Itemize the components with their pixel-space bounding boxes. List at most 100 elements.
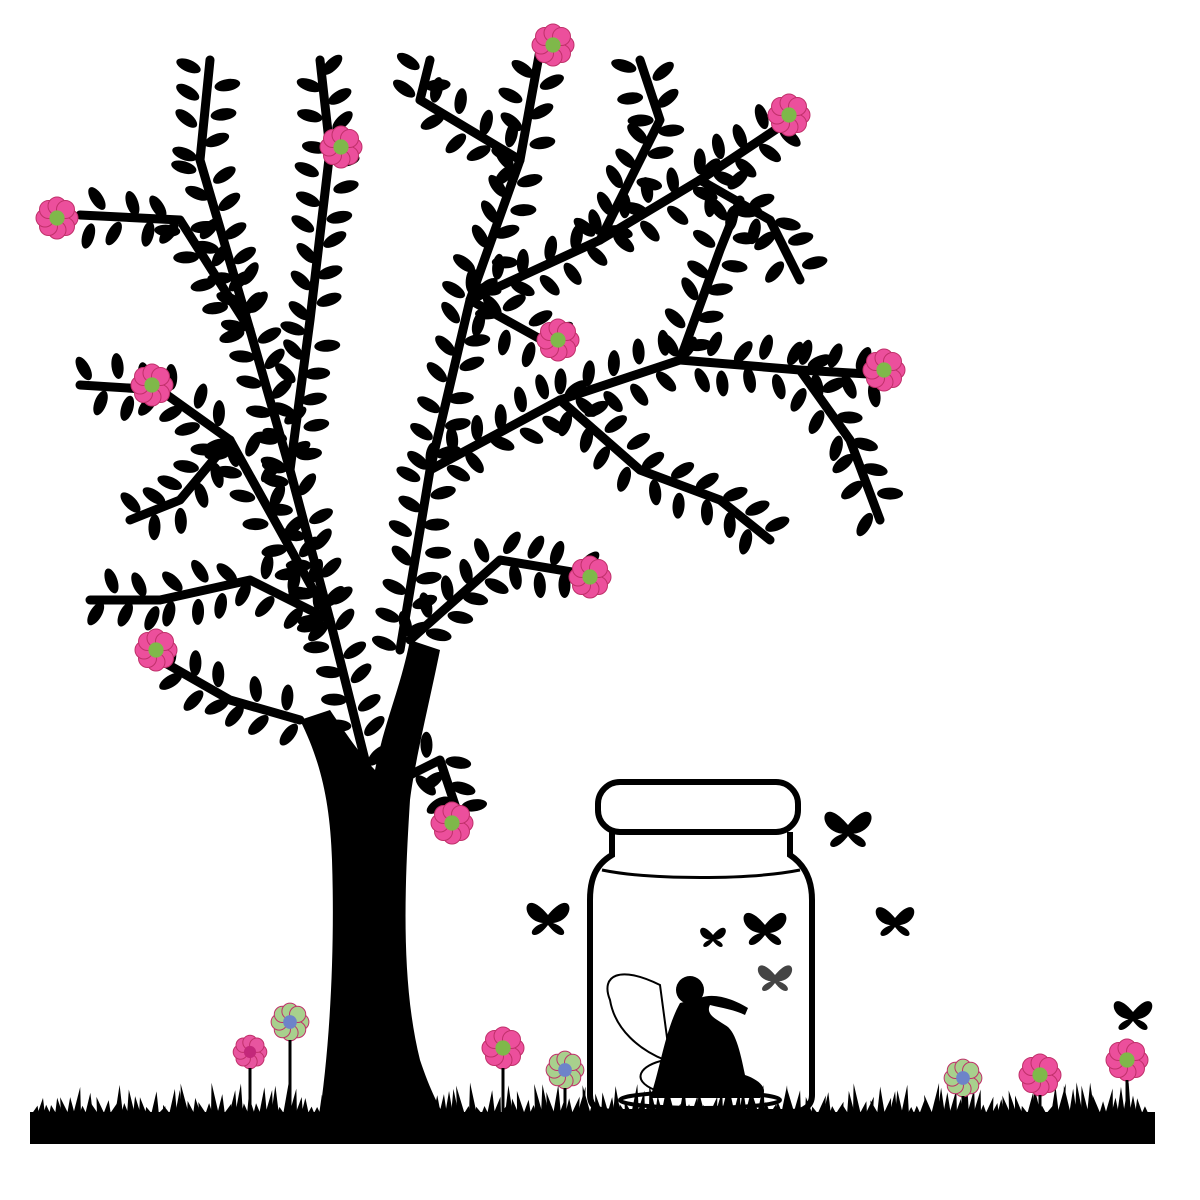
leaf (417, 396, 441, 414)
leaf (484, 578, 509, 595)
grass-blade (823, 1092, 831, 1115)
leaf (332, 745, 359, 759)
flower (134, 628, 178, 672)
grass-blade (151, 1091, 159, 1115)
leaf (535, 374, 550, 400)
leaf (321, 54, 343, 75)
grass-blade (637, 1090, 645, 1115)
grass-blade (1092, 1094, 1101, 1115)
leaf (754, 231, 776, 251)
leaf (459, 356, 485, 372)
butterfly (700, 927, 726, 948)
leaf (269, 483, 286, 508)
leaf (162, 571, 183, 592)
leaf (214, 593, 228, 619)
leaf (658, 124, 685, 137)
leaf (398, 611, 413, 637)
grass-blade (534, 1083, 543, 1115)
grass-blade (325, 1103, 333, 1115)
grass-blade (463, 1105, 471, 1115)
leaf (445, 756, 472, 769)
leaf (257, 327, 282, 344)
leaf (440, 575, 454, 602)
grass-blade (67, 1097, 75, 1115)
leaf (245, 405, 272, 418)
grass-blade (931, 1083, 940, 1115)
flower (232, 1034, 268, 1070)
leaf (220, 319, 247, 333)
leaf (516, 248, 529, 275)
leaf (466, 145, 491, 161)
grass-blade (187, 1100, 195, 1115)
leaf (519, 427, 544, 444)
grass-blade (456, 1085, 465, 1115)
grass-blade (613, 1085, 621, 1115)
leaf (357, 694, 381, 712)
leaf (697, 310, 724, 324)
grass-blade (853, 1083, 861, 1115)
jar-rim (601, 868, 801, 879)
leaf (661, 333, 679, 357)
leaf (288, 301, 310, 321)
butterfly-wing (700, 927, 713, 948)
leaf (415, 571, 442, 585)
leaf (735, 158, 757, 178)
leaf (183, 690, 204, 711)
leaf (554, 368, 567, 395)
butterfly (824, 811, 872, 848)
butterfly (526, 902, 570, 936)
flower (1018, 1053, 1062, 1097)
leaf (671, 462, 695, 479)
grass-blade (546, 1091, 555, 1115)
leaf (398, 495, 422, 513)
leaf (75, 356, 92, 381)
branch (415, 55, 525, 165)
leaf (695, 472, 719, 490)
grass-blade (1075, 1082, 1083, 1115)
leaf (388, 520, 412, 537)
leaf (497, 329, 511, 356)
grass-blade (96, 1096, 105, 1115)
grass-blade (565, 1098, 573, 1115)
leaf (271, 378, 293, 399)
grass-blade (372, 1097, 381, 1115)
leaf (743, 367, 756, 393)
leaf (827, 343, 843, 368)
leaf (721, 260, 748, 273)
leaf (212, 400, 225, 427)
leaf (296, 78, 322, 93)
leaf (176, 83, 200, 101)
leaf (157, 475, 183, 491)
leaf (192, 598, 205, 625)
grass-blade (1051, 1086, 1059, 1115)
leaf (421, 771, 444, 791)
leaf (324, 586, 345, 607)
grass-blade (835, 1101, 844, 1115)
leaf (445, 133, 467, 154)
leaf (604, 415, 628, 433)
grass-blade (427, 1105, 435, 1115)
grass-blade (336, 1104, 345, 1115)
flower-center (550, 332, 566, 348)
grass-blade (403, 1089, 412, 1115)
leaf (489, 436, 515, 451)
leaf (149, 195, 167, 219)
leaf (254, 596, 275, 617)
flower (270, 1002, 310, 1042)
leaf (159, 672, 183, 690)
leaf (521, 342, 536, 368)
leaf (396, 750, 409, 777)
leaf (596, 191, 614, 216)
leaf (607, 225, 633, 239)
leaf (700, 158, 721, 180)
grass-blade (859, 1101, 867, 1115)
leaf (564, 380, 588, 398)
grass-blade (979, 1104, 987, 1115)
leaf (498, 87, 523, 104)
flower (767, 93, 811, 137)
leaf (749, 193, 775, 209)
grass-blade (211, 1082, 219, 1115)
grass-blade (973, 1089, 981, 1115)
leaf (462, 592, 489, 606)
grass-blade (145, 1106, 153, 1115)
